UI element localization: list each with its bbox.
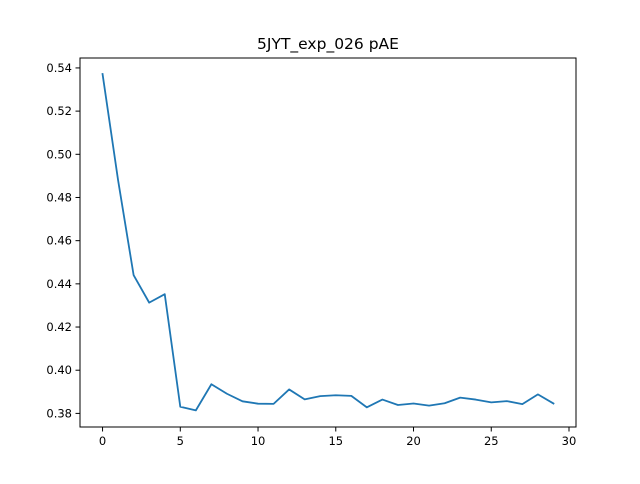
y-tick-label: 0.48 <box>46 190 72 204</box>
x-tick-label: 0 <box>99 434 106 448</box>
y-tick-label: 0.42 <box>46 320 72 334</box>
x-axis: 0 5 10 15 20 25 30 <box>99 427 576 448</box>
y-tick-label: 0.50 <box>46 147 72 161</box>
x-tick-label: 20 <box>406 434 421 448</box>
y-axis: 0.38 0.40 0.42 0.44 0.46 0.48 0.50 0.52 0.54 <box>46 61 80 420</box>
series-line-0 <box>101 72 555 412</box>
y-tick-label: 0.38 <box>46 406 72 420</box>
x-tick-label: 25 <box>484 434 499 448</box>
x-tick-label: 15 <box>328 434 343 448</box>
y-tick-label: 0.52 <box>46 104 72 118</box>
chart-title: 5JYT_exp_026 pAE <box>257 35 399 54</box>
x-tick-label: 30 <box>562 434 577 448</box>
plot-area <box>101 72 555 412</box>
y-tick-label: 0.46 <box>46 234 72 248</box>
x-tick-label: 10 <box>251 434 266 448</box>
y-tick-label: 0.40 <box>46 363 72 377</box>
y-tick-label: 0.44 <box>46 277 72 291</box>
axes-frame <box>79 57 577 428</box>
y-tick-label: 0.54 <box>46 61 72 75</box>
x-tick-label: 5 <box>177 434 184 448</box>
